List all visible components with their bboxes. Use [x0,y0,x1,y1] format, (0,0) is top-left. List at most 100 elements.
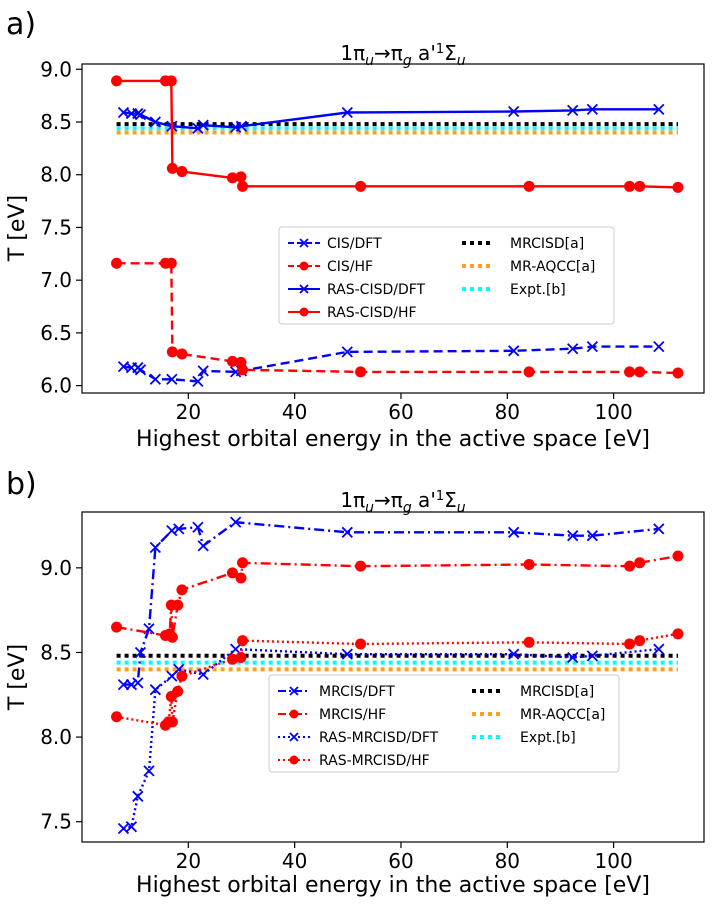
point-mrcis-dft [134,646,147,659]
point-ras-mrcisd-hf [672,628,684,640]
y-tick-label: 7.0 [40,268,72,292]
panel-b: b) 1πu→πg a'1Σu 20 40 60 80 1007.58.08.59.0 … [5,467,705,898]
x-tick-label: 60 [388,400,413,424]
point-ras-cisd-dft [586,103,598,115]
legend-label: CIS/DFT [327,236,382,252]
point-ras-cisd-dft [192,122,204,134]
point-mrcis-hf [355,560,367,572]
legend-entry-mrcis-hf: MRCIS/HF [278,707,386,723]
panel-b-label: b) [6,467,37,502]
point-ras-cisd-dft [508,105,520,118]
legend-label: RAS-MRCISD/HF [319,753,430,769]
point-mrcis-hf [624,560,636,572]
legend-label: MR-AQCC[a] [520,707,605,723]
panel-b-plot: 20 40 60 80 100 7.5 8.0 8.5 9.0 [40,516,684,873]
point-ras-cisd-dft [567,104,579,117]
point-cis-dft [341,346,353,358]
x-tick-label: 100 [595,400,633,424]
panel-a-xlabel: Highest orbital energy in the active spa… [136,427,650,452]
panel-a: a) 1πu→πg a'1Σu 20 40 60 80 100 6.0 6.5 7.0 7.5 8… [5,7,705,452]
point-cis-hf [111,257,123,269]
point-ras-cisd-dft [341,106,353,119]
legend-entry-ras-mrcisd-dft: RAS-MRCISD/DFT [278,730,439,746]
y-tick-label: 8.0 [40,163,72,187]
point-ras-cisd-hf [226,172,238,184]
point-cis-dft [134,364,147,376]
legend-entry-ras-cisd-hf: RAS-CISD/HF [288,305,417,321]
point-ras-mrcisd-hf [634,635,646,647]
point-mrcis-dft [197,540,209,552]
y-tick-label: 8.5 [40,640,72,664]
point-cis-hf [624,366,636,378]
x-tick-label: 40 [282,849,307,873]
panel-a-ylabel: T [eV] [5,195,30,262]
panel-b-ylabel: T [eV] [5,644,30,711]
point-cis-hf [634,366,646,378]
x-tick-label: 100 [595,849,633,873]
legend-entry-mrcisd: MRCISD[a] [472,684,594,700]
legend-entry-ras-cisd-dft: RAS-CISD/DFT [288,282,426,298]
point-ras-mrcisd-dft [149,684,162,696]
legend-marker-x [299,238,309,248]
point-mrcis-dft [149,541,162,554]
point-mrcis-hf [111,621,123,633]
point-cis-hf [166,346,178,358]
point-ras-cisd-hf [235,171,247,183]
legend-label: CIS/HF [327,259,373,275]
point-mrcis-hf [672,550,684,562]
point-ras-mrcisd-dft [125,821,138,833]
legend-label: MR-AQCC[a] [510,259,595,275]
panel-b-xlabel: Highest orbital energy in the active spa… [136,873,650,898]
panel-a-legend-box [278,226,615,325]
y-tick-label: 7.5 [40,810,72,834]
legend-entry-mr-aqcc: MR-AQCC[a] [472,707,605,723]
point-cis-hf [237,364,249,376]
x-tick-label: 40 [282,400,307,424]
point-ras-mrcisd-hf [235,652,247,664]
point-cis-hf [226,355,238,367]
legend-label: Expt.[b] [510,282,566,298]
legend-label: RAS-CISD/HF [327,305,417,321]
panel-a-label: a) [6,7,36,42]
point-ras-cisd-dft [149,116,162,128]
point-mrcis-dft [132,677,144,689]
point-cis-dft [149,373,162,385]
y-tick-label: 7.5 [40,215,72,239]
point-cis-hf [355,366,367,378]
legend-entry-mrcisd: MRCISD[a] [462,236,584,252]
point-ras-cisd-dft [134,108,147,121]
point-ras-mrcisd-hf [226,653,238,665]
point-ras-cisd-hf [523,180,535,192]
point-ras-mrcisd-hf [111,711,123,723]
point-mrcis-hf [166,631,178,643]
point-mrcis-hf [176,584,188,596]
y-tick-label: 8.0 [40,725,72,749]
legend-marker-dot [299,261,309,271]
point-mrcis-dft [166,524,178,537]
legend-entry-cis-hf: CIS/HF [288,259,373,275]
legend-marker-dot [289,755,299,765]
legend-label: MRCIS/DFT [319,684,395,700]
point-ras-cisd-dft [653,103,665,115]
point-mrcis-dft [567,530,579,542]
legend-label: Expt.[b] [520,730,576,746]
point-ras-mrcisd-hf [176,670,188,682]
point-cis-hf [176,348,188,360]
panel-b-legend-box [268,674,620,773]
panel-a-plot: 20 40 60 80 100 6.0 6.5 7.0 7.5 8.0 8.5 9.0 [40,57,684,424]
point-mrcis-dft [586,530,598,542]
point-ras-cisd-hf [355,180,367,192]
point-mrcis-dft [117,678,130,691]
legend-label: RAS-CISD/DFT [327,282,426,298]
panel-a-title: 1πu→πg a'1Σu [340,41,465,69]
point-ras-mrcisd-dft [132,790,144,802]
point-ras-cisd-dft [197,119,209,131]
point-ras-mrcisd-dft [143,765,155,777]
point-ras-mrcisd-hf [523,636,535,648]
point-ras-cisd-dft [235,120,248,132]
point-ras-cisd-hf [237,180,249,192]
legend-entry-ras-mrcisd-hf: RAS-MRCISD/HF [278,753,430,769]
point-mrcis-hf [172,599,184,611]
y-tick-label: 9.0 [40,556,72,580]
